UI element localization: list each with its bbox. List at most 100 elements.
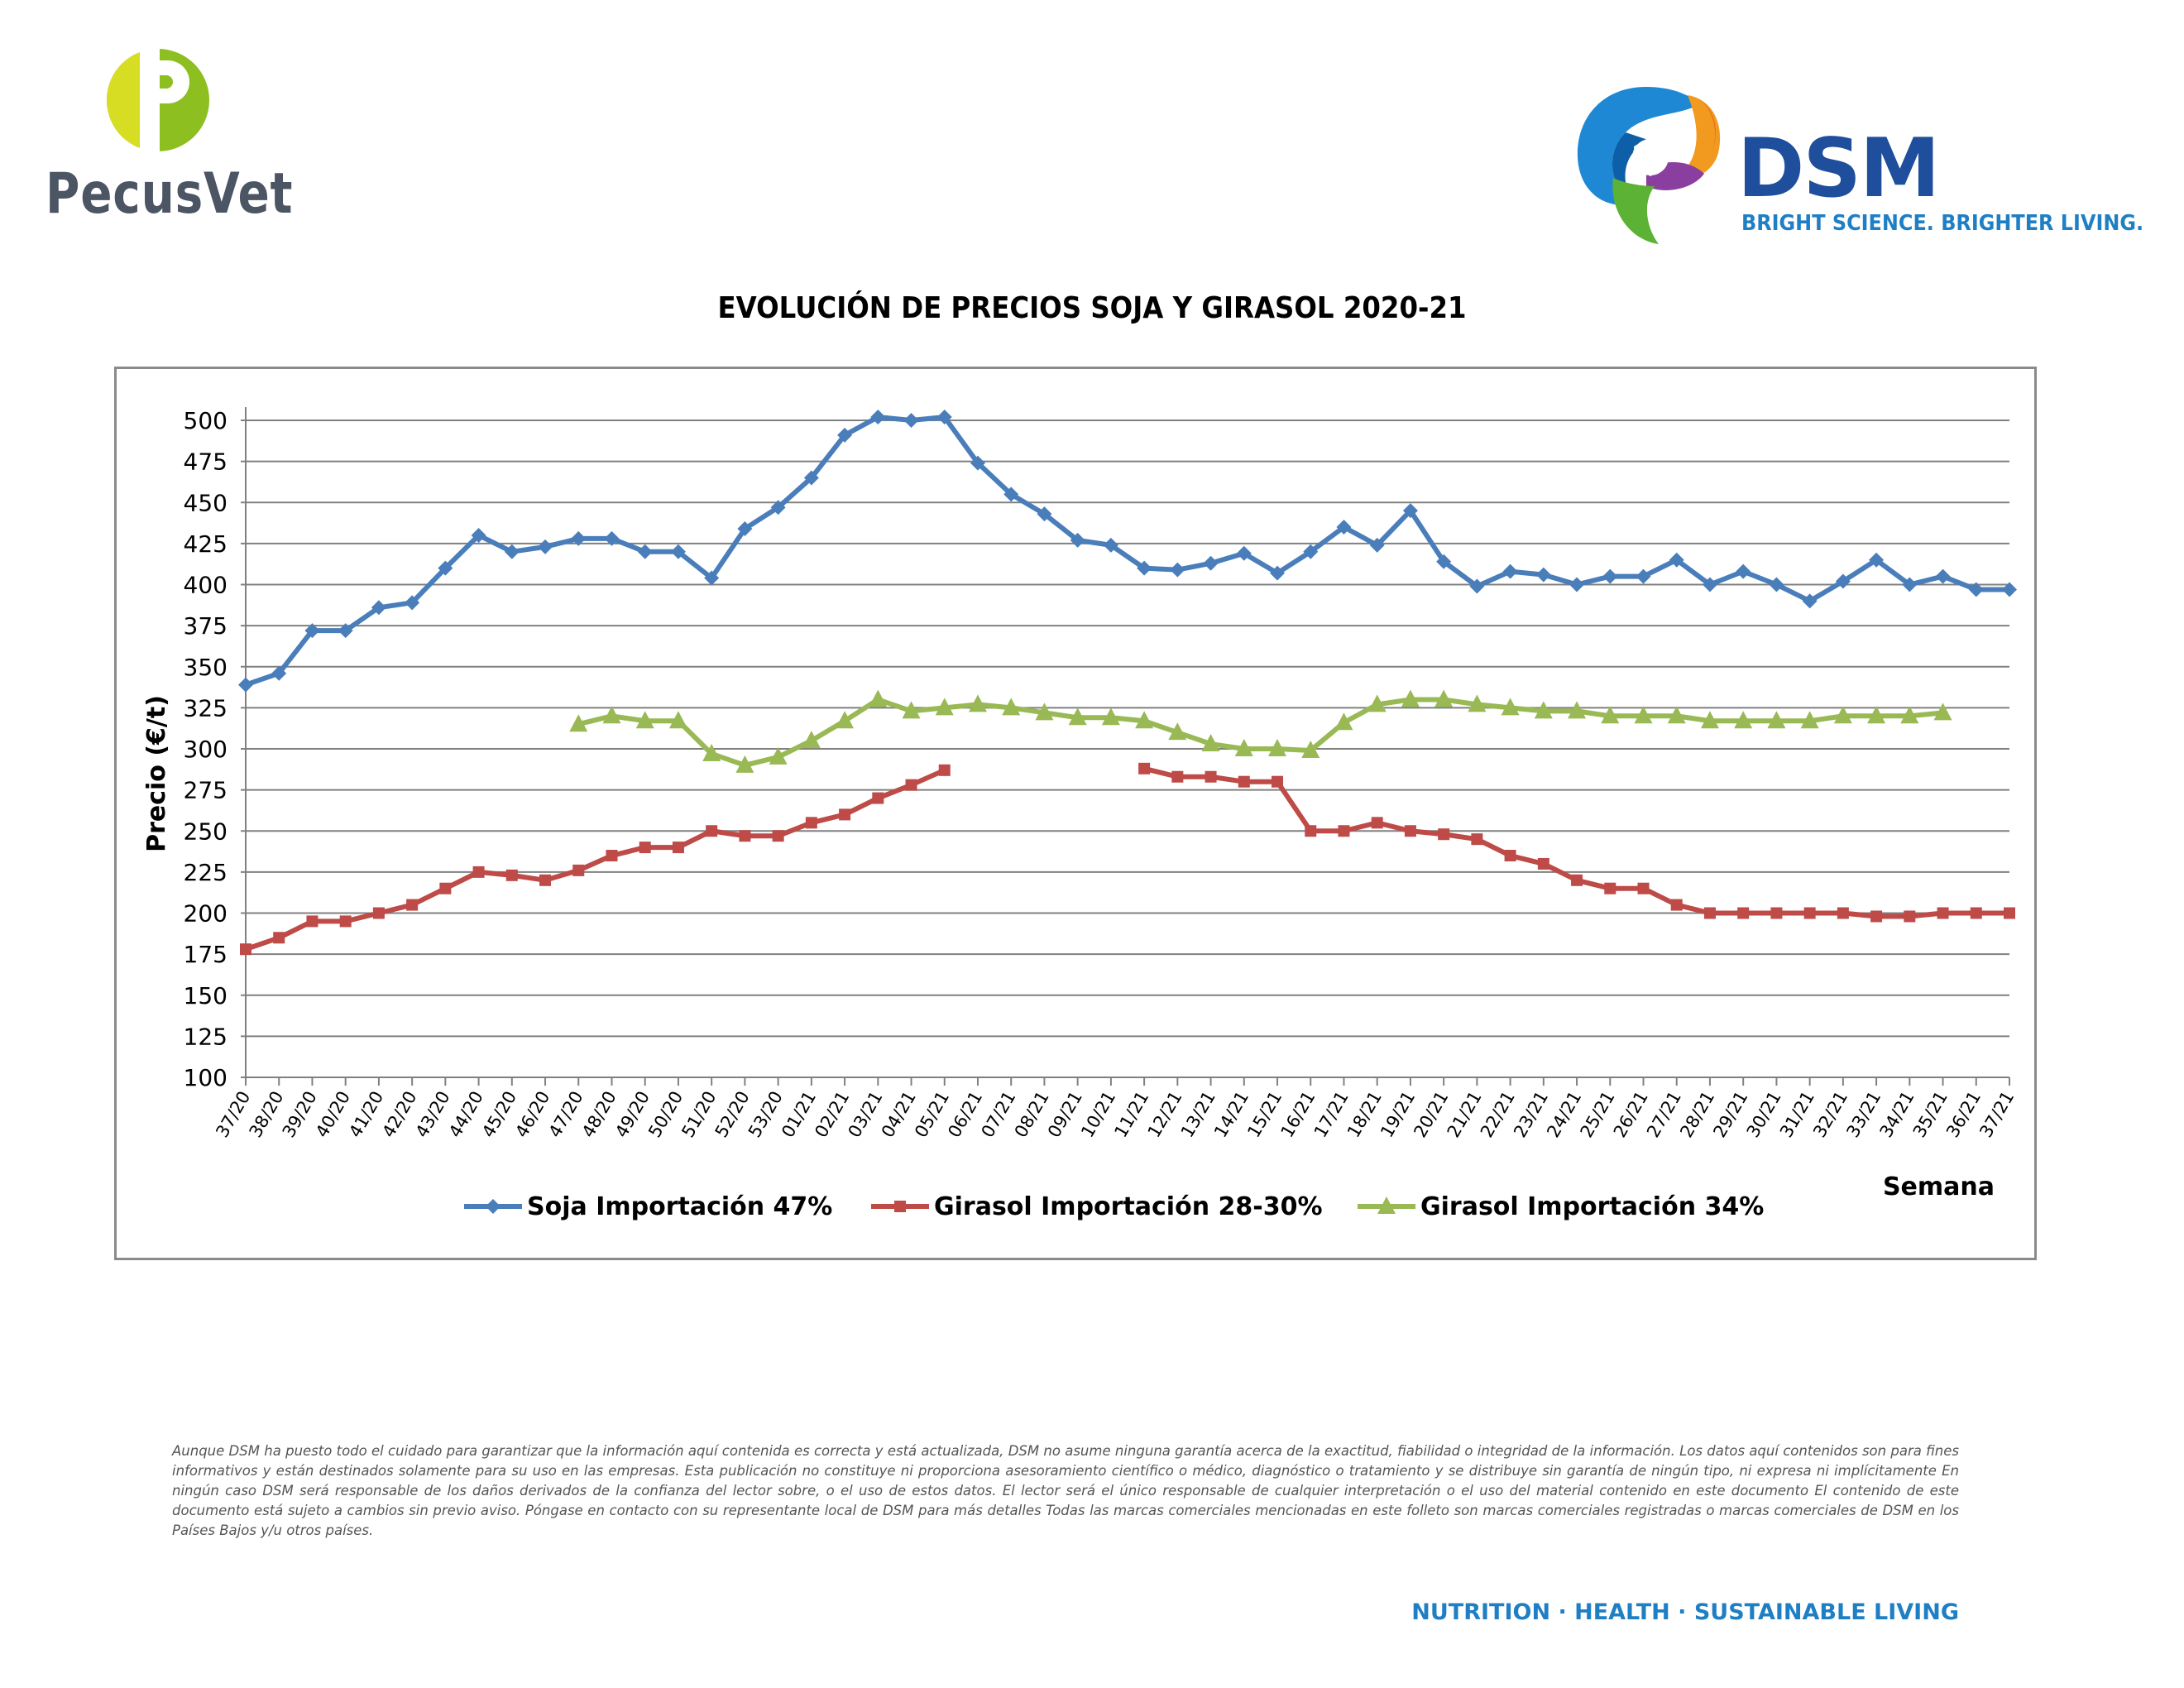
data-point — [1369, 537, 1385, 553]
y-tick-label: 300 — [184, 736, 228, 763]
data-point — [872, 792, 884, 804]
data-point — [1367, 694, 1387, 712]
disclaimer-text: Aunque DSM ha puesto todo el cuidado par… — [172, 1443, 1959, 1538]
data-point — [1869, 552, 1885, 568]
legend-marker — [1377, 1196, 1396, 1214]
data-point — [1137, 560, 1152, 576]
data-point — [1870, 910, 1883, 923]
data-point — [1900, 706, 1919, 724]
data-point — [1700, 711, 1719, 729]
y-tick-label: 400 — [184, 572, 228, 599]
dsm-wordmark: DSM — [1737, 122, 1940, 216]
data-point — [1438, 828, 1450, 841]
data-point — [1336, 520, 1352, 535]
data-point — [1236, 545, 1252, 561]
data-point — [1371, 817, 1383, 829]
data-point — [1070, 532, 1085, 548]
y-tick-label: 150 — [184, 982, 228, 1009]
data-point — [538, 539, 553, 554]
dsm-logo: DSM BRIGHT SCIENCE. BRIGHTER LIVING. — [1568, 79, 2143, 261]
data-point — [1338, 825, 1350, 837]
data-point — [1401, 689, 1420, 707]
data-point — [1203, 555, 1219, 571]
data-point — [1769, 577, 1784, 592]
data-point — [839, 808, 851, 821]
data-point — [1201, 734, 1220, 752]
price-line-chart: 100 125 150 175 200 225 250 275 300 325 350 375 400 4… — [142, 407, 2018, 1221]
data-point — [702, 743, 721, 761]
dsm-tagline: BRIGHT SCIENCE. BRIGHTER LIVING. — [1741, 211, 2144, 236]
data-point — [837, 427, 853, 443]
data-point — [1205, 770, 1217, 783]
data-point — [1634, 706, 1653, 724]
data-point — [472, 866, 485, 878]
data-point — [1334, 712, 1353, 731]
data-point — [273, 932, 285, 944]
data-point — [1902, 577, 1918, 592]
legend-marker — [894, 1201, 906, 1212]
data-point — [604, 530, 620, 546]
data-point — [1103, 537, 1118, 553]
y-tick-label: 425 — [184, 530, 228, 558]
data-point — [339, 915, 352, 928]
data-point — [371, 600, 386, 616]
data-point — [1835, 573, 1851, 589]
data-point — [1471, 833, 1483, 846]
y-tick-label: 250 — [184, 818, 228, 845]
data-point — [938, 764, 951, 776]
y-tick-label: 200 — [184, 900, 228, 928]
data-point — [1604, 882, 1616, 894]
data-point — [1970, 907, 1982, 919]
data-point — [1636, 568, 1651, 584]
y-tick-label: 500 — [184, 407, 228, 434]
y-tick-label: 275 — [184, 777, 228, 804]
data-point — [1702, 577, 1717, 592]
data-point — [2004, 907, 2015, 919]
data-point — [670, 544, 686, 559]
y-tick-label: 125 — [184, 1023, 228, 1050]
data-point — [1535, 567, 1551, 583]
data-point — [735, 755, 754, 773]
data-point — [406, 899, 419, 911]
data-point — [1737, 907, 1750, 919]
data-point — [1168, 722, 1187, 741]
data-point — [1569, 577, 1585, 592]
data-point — [1602, 568, 1618, 584]
data-point — [1501, 698, 1520, 716]
data-point — [1068, 707, 1087, 726]
data-point — [905, 779, 917, 791]
data-point — [238, 677, 253, 693]
data-point — [1637, 882, 1650, 894]
series-2 — [240, 762, 2015, 956]
series-1 — [238, 410, 2017, 693]
data-point — [1138, 762, 1151, 774]
data-point — [903, 413, 919, 428]
data-point — [1669, 552, 1684, 568]
data-point — [1800, 711, 1819, 729]
data-point — [1568, 701, 1587, 719]
data-point — [405, 595, 420, 611]
legend-marker — [486, 1199, 500, 1214]
data-point — [1670, 899, 1683, 911]
legend-item-2: Girasol Importación 28-30% — [871, 1192, 1323, 1221]
data-point — [1504, 850, 1516, 862]
data-point — [1402, 503, 1418, 519]
data-point — [970, 455, 985, 471]
data-point — [1234, 739, 1253, 756]
legend-item-1: Soja Importación 47% — [464, 1192, 832, 1221]
y-tick-label: 225 — [184, 859, 228, 886]
data-point — [737, 521, 753, 537]
y-tick-label: 325 — [184, 694, 228, 722]
data-point — [836, 711, 855, 729]
series-line — [577, 697, 1943, 768]
data-point — [1171, 770, 1184, 783]
legend-label: Girasol Importación 28-30% — [934, 1192, 1323, 1221]
data-point — [1238, 775, 1250, 788]
data-point — [706, 825, 718, 837]
data-point — [439, 882, 452, 894]
data-point — [1303, 544, 1319, 559]
data-point — [968, 694, 987, 712]
data-point — [1534, 701, 1553, 719]
data-point — [635, 711, 654, 729]
data-point — [606, 850, 618, 862]
